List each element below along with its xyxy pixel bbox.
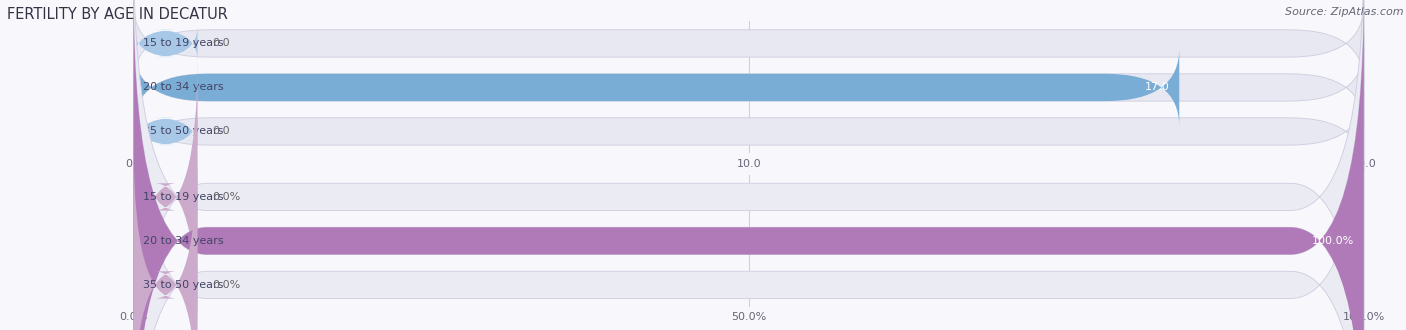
FancyBboxPatch shape bbox=[134, 0, 1364, 330]
FancyBboxPatch shape bbox=[134, 48, 1180, 127]
Text: 20 to 34 years: 20 to 34 years bbox=[143, 236, 224, 246]
FancyBboxPatch shape bbox=[134, 145, 197, 330]
Text: 0.0%: 0.0% bbox=[212, 280, 240, 290]
Text: 0.0: 0.0 bbox=[212, 126, 231, 136]
FancyBboxPatch shape bbox=[134, 0, 1364, 330]
Text: 100.0%: 100.0% bbox=[1312, 236, 1354, 246]
FancyBboxPatch shape bbox=[134, 26, 197, 61]
FancyBboxPatch shape bbox=[134, 35, 1364, 330]
FancyBboxPatch shape bbox=[134, 48, 1364, 127]
Text: 15 to 19 years: 15 to 19 years bbox=[143, 39, 224, 49]
FancyBboxPatch shape bbox=[134, 0, 1364, 330]
Text: FERTILITY BY AGE IN DECATUR: FERTILITY BY AGE IN DECATUR bbox=[7, 7, 228, 21]
FancyBboxPatch shape bbox=[134, 114, 197, 148]
Text: 20 to 34 years: 20 to 34 years bbox=[143, 82, 224, 92]
FancyBboxPatch shape bbox=[134, 92, 1364, 171]
FancyBboxPatch shape bbox=[134, 4, 1364, 82]
FancyBboxPatch shape bbox=[134, 56, 197, 330]
Text: 35 to 50 years: 35 to 50 years bbox=[143, 126, 224, 136]
Text: 0.0: 0.0 bbox=[212, 39, 231, 49]
Text: 0.0%: 0.0% bbox=[212, 192, 240, 202]
Text: 35 to 50 years: 35 to 50 years bbox=[143, 280, 224, 290]
Text: 17.0: 17.0 bbox=[1144, 82, 1170, 92]
Text: Source: ZipAtlas.com: Source: ZipAtlas.com bbox=[1285, 7, 1403, 16]
Text: 15 to 19 years: 15 to 19 years bbox=[143, 192, 224, 202]
